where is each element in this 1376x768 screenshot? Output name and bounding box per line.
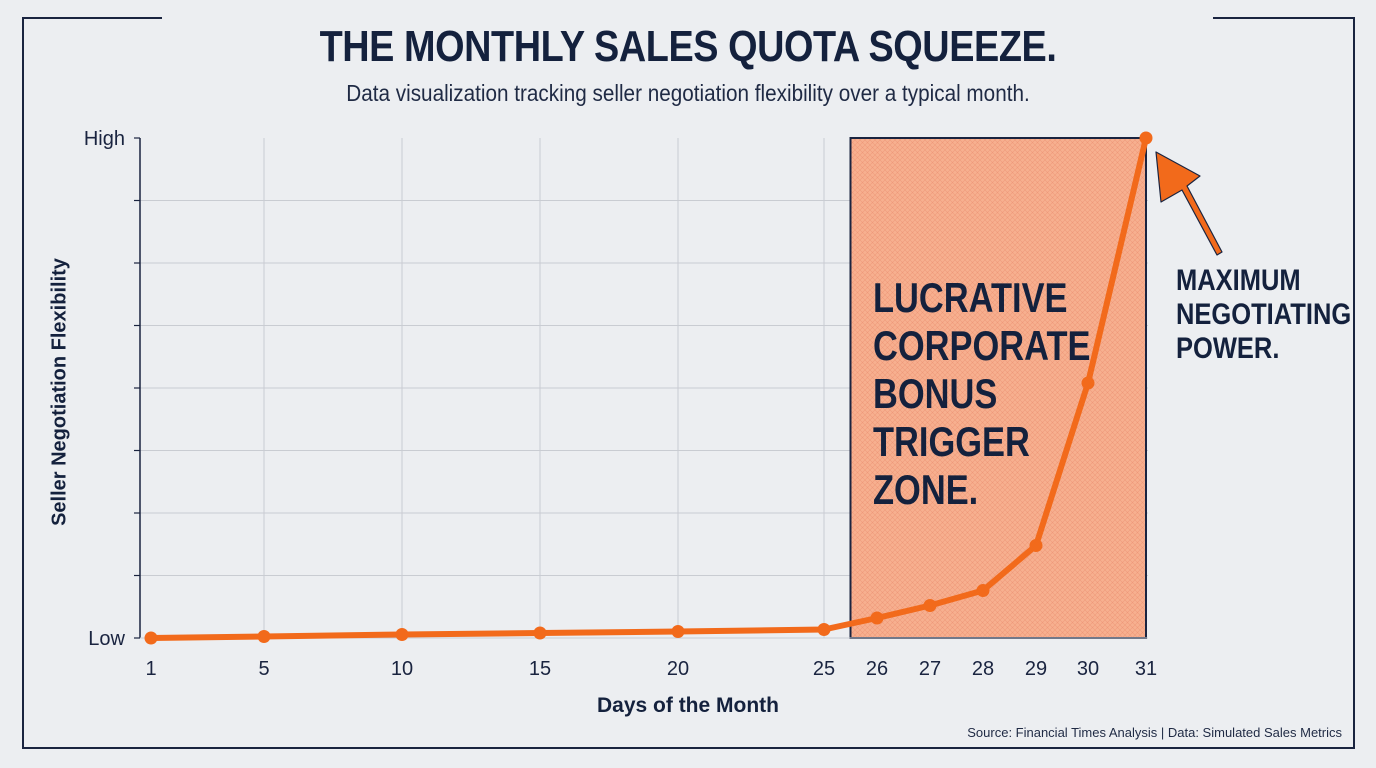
data-point (533, 626, 547, 640)
callout-line: POWER. (1176, 332, 1280, 365)
y-tick-label-low: Low (88, 628, 125, 650)
frame-top-right-line (1213, 17, 1355, 19)
data-point (976, 584, 990, 597)
callout-line: NEGOTIATING (1176, 298, 1352, 331)
chart-subtitle: Data visualization tracking seller negot… (346, 80, 1030, 106)
callout-arrow-icon (1155, 151, 1223, 256)
bonus-zone-label-line: ZONE. (873, 466, 979, 513)
x-tick-label: 20 (667, 658, 689, 680)
bonus-zone-label-line: CORPORATE (873, 322, 1091, 369)
data-point (144, 631, 158, 645)
x-tick-label: 28 (972, 658, 994, 680)
bonus-zone-outline (849, 137, 1147, 639)
data-point (870, 611, 884, 625)
data-point (257, 630, 271, 643)
x-tick-label: 15 (529, 658, 551, 680)
x-tick-label: 1 (145, 658, 156, 680)
frame-right-line (1353, 17, 1355, 749)
data-point (817, 623, 831, 636)
x-tick-label: 25 (813, 658, 835, 680)
bonus-zone-label: LUCRATIVE CORPORATE BONUS TRIGGER ZONE. (873, 274, 1090, 514)
x-tick-label: 10 (391, 658, 413, 680)
x-tick-label: 27 (919, 658, 941, 680)
bonus-zone-label-line: LUCRATIVE (873, 274, 1068, 321)
series-line (148, 135, 1149, 641)
bonus-zone-label-line: TRIGGER (873, 418, 1030, 465)
y-axis-label: Seller Negotiation Flexibility (48, 258, 71, 526)
x-tick-label: 29 (1025, 658, 1047, 680)
x-tick-label: 30 (1077, 658, 1099, 680)
data-point (1081, 376, 1095, 390)
x-tick-label: 26 (866, 658, 888, 680)
data-point (1029, 539, 1043, 552)
data-point (1139, 131, 1153, 145)
x-tick-label: 31 (1135, 658, 1157, 680)
data-point (671, 625, 685, 638)
chart-title: THE MONTHLY SALES QUOTA SQUEEZE. (319, 22, 1057, 71)
x-axis-label: Days of the Month (597, 694, 779, 717)
max-power-callout: MAXIMUM NEGOTIATING POWER. (1176, 264, 1351, 366)
frame-bottom-line (22, 747, 1355, 749)
x-tick-label: 5 (258, 658, 269, 680)
frame-top-left-line (22, 17, 162, 19)
data-point (395, 628, 409, 641)
y-tick-label-high: High (84, 128, 125, 150)
callout-line: MAXIMUM (1176, 264, 1301, 297)
frame-left-line (22, 17, 24, 749)
bonus-zone-label-line: BONUS (873, 370, 998, 417)
data-point (923, 599, 937, 612)
source-note: Source: Financial Times Analysis | Data:… (967, 725, 1342, 740)
